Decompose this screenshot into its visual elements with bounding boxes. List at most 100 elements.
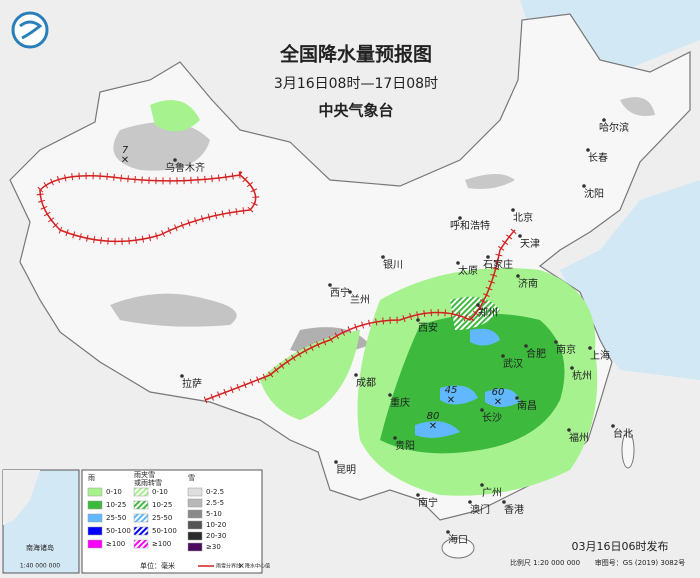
city-label: 乌鲁木齐 [165,161,205,174]
city-label: 西安 [418,321,438,334]
city-dot [476,303,480,307]
inset-scale: 1:40 000 000 [20,563,60,570]
city-label: 长沙 [482,412,502,424]
legend-swatch [87,513,103,523]
legend-label: 0-10 [152,488,168,496]
logo-mark [19,20,43,40]
center-value: 45 [445,385,458,396]
snow-area [113,122,210,171]
legend-label: 10-25 [152,501,172,509]
city-label: 长春 [588,152,608,164]
map-scale: 比例尺 1:20 000 000 [510,558,580,567]
legend-boundary: 雨雪分界线 [216,563,241,570]
center-value: 60 [492,387,505,398]
legend-title: 雪 [188,474,195,482]
city-dot [393,436,397,440]
legend-swatch [87,526,103,536]
tspan: 或雨转雪 [134,478,162,487]
rain-snow-boundary [39,174,516,401]
city-label: 南昌 [517,399,537,412]
snow-area [110,293,237,327]
rain-area [415,421,460,438]
city-dot [486,255,490,259]
city-label: 兰州 [350,293,370,306]
city-dot [446,530,450,534]
legend-label: 50-100 [106,527,131,535]
legend-swatch [187,520,203,530]
city-label: 沈阳 [584,187,604,200]
title: 全国降水量预报图 [279,43,432,66]
city-dot [458,216,462,220]
rain-area [150,100,200,132]
legend-swatch [87,487,103,497]
rain-area [380,313,565,454]
city-label: 天津 [520,238,540,250]
city-label: 重庆 [390,396,410,409]
city-label: 武汉 [503,357,523,370]
city-label: 呼和浩特 [450,220,490,232]
rain-area [260,330,360,420]
tspan: 雨夹雪 [134,470,155,479]
city-dot [515,396,519,400]
legend-label: 5-10 [206,510,222,518]
city-dot [586,148,590,152]
city-label: 南京 [556,343,576,356]
legend-swatch [133,513,149,523]
center-value: 7 [122,145,129,156]
legend-swatch [133,487,149,497]
legend-label: 25-50 [106,514,126,522]
legend-label: 20-30 [206,532,226,540]
legend-swatch [87,539,103,549]
city-label: 石家庄 [483,258,513,271]
city-dot [180,374,184,378]
city-dot [173,158,177,162]
legend-swatch [133,500,149,510]
legend-frame [81,469,263,574]
center-value: 80 [427,411,440,422]
city-dot [456,261,460,265]
city-dot [588,346,592,350]
city-dot [381,255,385,259]
rain-area [470,328,500,346]
inset-title: 南海诸岛 [26,543,54,552]
hainan [441,537,475,559]
issuer: 中央气象台 [318,102,393,120]
city-dot [416,318,420,322]
legend-label: 10-25 [106,501,126,509]
legend-unit: 单位：毫米 [140,561,175,570]
snow-area [465,174,515,189]
center-mark: ✕ [494,397,502,408]
city-label: 杭州 [572,369,592,382]
legend-label: 50-100 [152,527,177,535]
legend-label: 2.5-5 [206,499,224,507]
legend-swatch [187,498,203,508]
legend-swatch [187,509,203,519]
legend-swatch [187,487,203,497]
city-dot [416,493,420,497]
city-label: 西宁 [330,286,350,299]
city-dot [516,274,520,278]
legend-title: 雨夹雪或雨转雪 [134,470,162,487]
city-label: 贵阳 [395,439,415,452]
city-label: 太原 [458,264,478,277]
legend-label: 10-20 [206,521,226,529]
city-dot [334,460,338,464]
city-dot [328,283,332,287]
legend: 雨0-1010-2525-5050-100≥100雨夹雪或雨转雪0-1010-2… [87,470,226,552]
legend-title: 雨 [88,474,95,482]
city-label: 银川 [383,258,403,271]
city-dot [388,393,392,397]
city-label: 澳门 [470,503,490,516]
inset-land [3,470,40,525]
city-label: 成都 [356,377,376,389]
taiwan [621,431,635,469]
legend-label: ≥100 [152,540,171,548]
city-label: 福州 [569,431,589,444]
city-dot [348,290,352,294]
legend-label: ≥30 [206,543,221,551]
city-dot [602,118,606,122]
city-label: 哈尔滨 [599,121,629,134]
legend-label: ≥100 [106,540,125,548]
precipitation-centers: ✕7✕45✕60✕80 [121,145,505,432]
city-dot [524,344,528,348]
